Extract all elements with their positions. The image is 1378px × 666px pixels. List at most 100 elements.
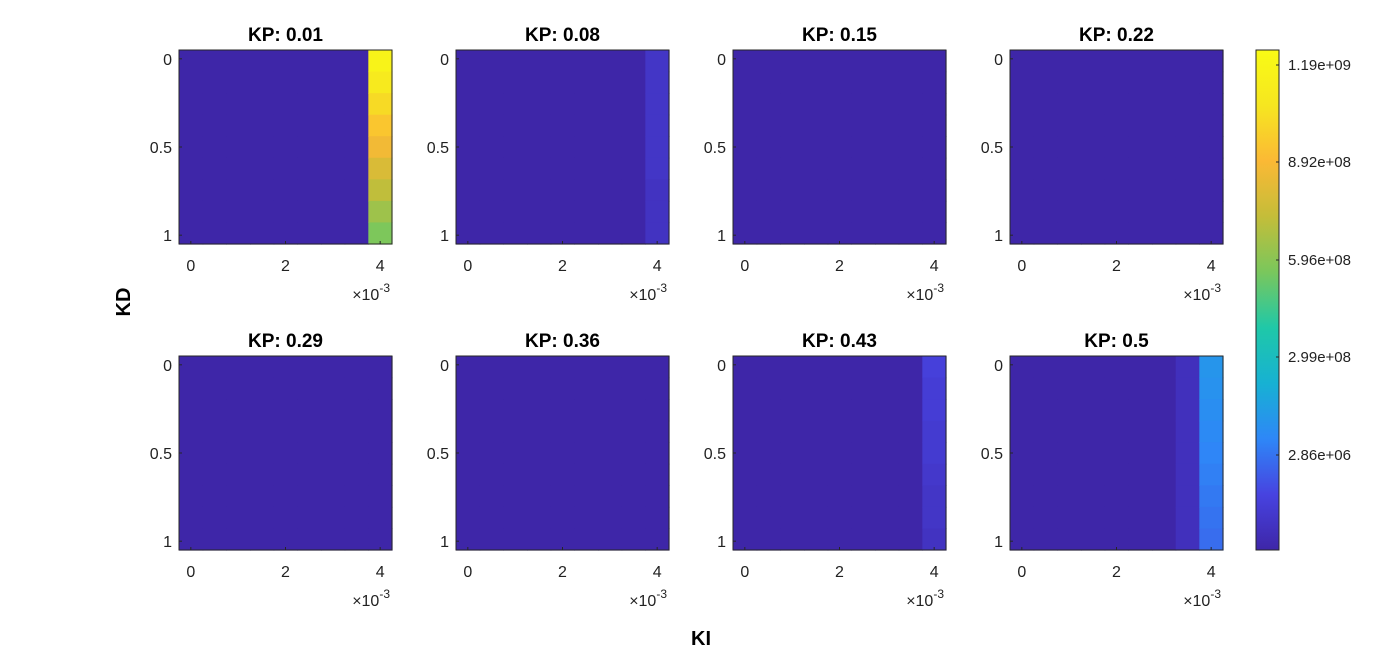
x-multiplier: ×10-3 [629,281,667,304]
heatmap-cell [321,399,346,422]
heatmap-cell [574,50,599,73]
heatmap-cell [780,136,805,159]
heatmap-cell [621,506,646,530]
heatmap-cell [1010,399,1035,422]
heatmap-cell [1199,442,1224,465]
heatmap-cell [804,420,829,443]
heatmap-cell [1033,506,1058,530]
x-multiplier: ×10-3 [906,587,944,610]
heatmap-cell [1081,463,1106,486]
heatmap-cell [1128,442,1153,465]
heatmap-cell [851,179,876,202]
heatmap-cell [297,222,322,245]
heatmap-cell [851,50,876,73]
heatmap-cell [645,463,670,486]
heatmap-panel: KP: 0.43 0 2 4 0 0.5 1 ×10-3 [704,331,947,610]
heatmap-cell [550,528,575,551]
heatmap-cell [368,179,393,202]
heatmap-cell [344,179,369,202]
heatmap-cell [574,93,599,116]
heatmap-cell [202,71,227,94]
heatmap-cell [321,377,346,400]
colorbar-tick-label: 8.92e+08 [1288,154,1351,171]
heatmap-cell [1199,114,1224,137]
heatmap-cell [756,136,781,159]
panel-title: KP: 0.36 [525,331,600,352]
heatmap-cell [503,179,528,202]
heatmap-cell [202,136,227,159]
heatmap-cell [226,136,251,159]
y-tick-label: 0.5 [704,140,726,157]
heatmap-cell [456,463,481,486]
y-tick-label: 0 [163,358,172,375]
heatmap-cell [733,420,758,443]
y-tick-label: 0.5 [150,446,172,463]
heatmap-cell [503,50,528,73]
y-tick-label: 0.5 [427,140,449,157]
heatmap-cell [922,114,947,137]
heatmap-cell [1081,442,1106,465]
heatmap-cell [1033,179,1058,202]
heatmap-cell [250,442,275,465]
heatmap-cell [1033,157,1058,180]
heatmap-cell [1057,114,1082,137]
heatmap-cell [898,485,923,508]
heatmap-cell [202,442,227,465]
heatmap-cell [321,136,346,159]
heatmap-cell [574,157,599,180]
heatmap-cell [479,463,504,486]
heatmap-cell [179,377,204,400]
heatmap-cell [1128,179,1153,202]
heatmap-cell [1081,485,1106,508]
heatmap-cell [273,200,298,224]
heatmap-cell [827,179,852,202]
x-tick-label: 4 [1207,258,1216,275]
heatmap-cell [827,157,852,180]
heatmap-cell [479,356,504,379]
heatmap-cell [1010,485,1035,508]
heatmap-cell [1175,442,1200,465]
x-tick-label: 2 [835,564,844,581]
heatmap-cell [598,463,623,486]
heatmap-cell [250,50,275,73]
heatmap-cell [804,356,829,379]
heatmap-cell [898,528,923,551]
heatmap-cell [733,200,758,224]
heatmap-cell [875,222,900,245]
heatmap-cell [621,442,646,465]
heatmap-cell [550,93,575,116]
heatmap-cell [1128,50,1153,73]
heatmap-cell [273,136,298,159]
heatmap-cell [1104,356,1129,379]
heatmap-cell [456,485,481,508]
heatmap-cell [827,463,852,486]
heatmap-cell [645,222,670,245]
heatmap-cell [503,136,528,159]
heatmap-cell [202,485,227,508]
heatmap-cell [368,528,393,551]
heatmap-cell [1199,356,1224,379]
heatmap-cell [297,93,322,116]
heatmap-cell [1010,356,1035,379]
heatmap-cell [922,50,947,73]
heatmap-cell [273,71,298,94]
heatmap-cell [922,420,947,443]
x-tick-label: 2 [558,258,567,275]
heatmap-cell [1175,200,1200,224]
heatmap-cell [226,71,251,94]
heatmap-cell [875,200,900,224]
heatmap-cell [297,157,322,180]
heatmap-cell [456,506,481,530]
heatmap-cell [250,356,275,379]
heatmap-cell [368,420,393,443]
heatmap-cell [875,420,900,443]
heatmap-cell [226,356,251,379]
x-tick-label: 0 [740,564,749,581]
heatmap-cell [851,114,876,137]
heatmap-cell [875,377,900,400]
heatmap-cell [179,50,204,73]
heatmap-cell [550,50,575,73]
x-tick-label: 2 [281,258,290,275]
heatmap-cell [1199,377,1224,400]
heatmap-cell [321,528,346,551]
